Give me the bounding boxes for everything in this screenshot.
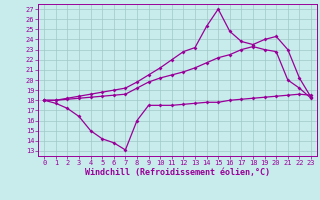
X-axis label: Windchill (Refroidissement éolien,°C): Windchill (Refroidissement éolien,°C): [85, 168, 270, 177]
